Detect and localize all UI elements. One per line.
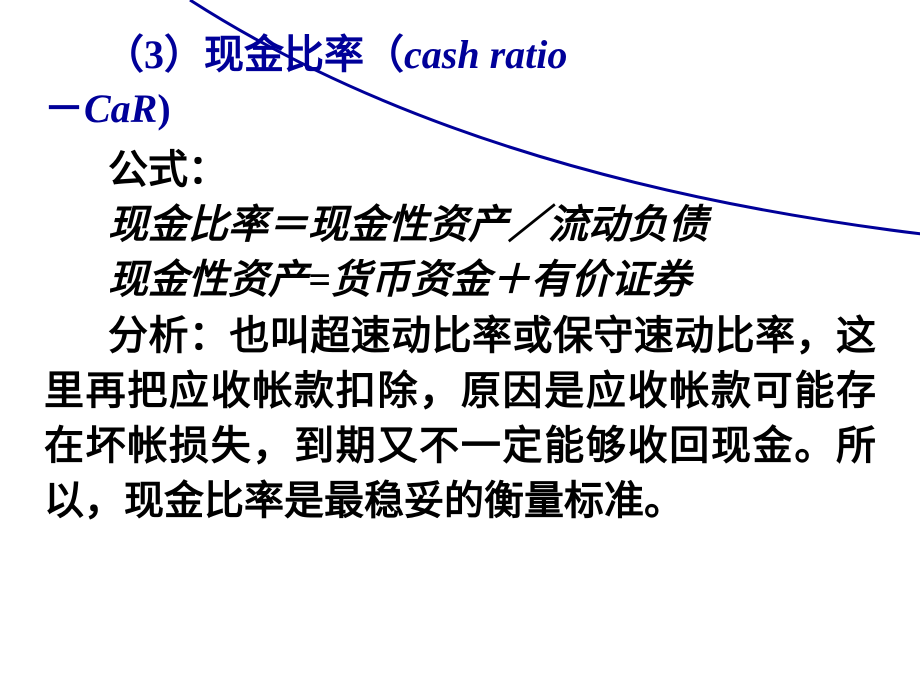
formula-1: 现金比率＝现金性资产／流动负债 bbox=[44, 197, 876, 252]
slide-content: （3）现金比率（cash ratio －CaR) 公式： 现金比率＝现金性资产／… bbox=[0, 0, 920, 528]
slide-title: （3）现金比率（cash ratio －CaR) bbox=[44, 28, 876, 136]
title-en2: CaR bbox=[84, 86, 157, 131]
body-block: 公式： 现金比率＝现金性资产／流动负债 现金性资产=货币资金＋有价证券 分析：也… bbox=[44, 142, 876, 528]
title-part2: － bbox=[44, 86, 84, 131]
formula-label: 公式： bbox=[44, 142, 876, 197]
formula-2: 现金性资产=货币资金＋有价证券 bbox=[44, 252, 876, 307]
title-part1: （3）现金比率（ bbox=[104, 32, 404, 77]
analysis-paragraph: 分析：也叫超速动比率或保守速动比率，这里再把应收帐款扣除，原因是应收帐款可能存在… bbox=[44, 308, 876, 529]
analysis-prefix: 分析： bbox=[108, 313, 229, 358]
title-en1: cash ratio bbox=[404, 32, 567, 77]
title-line-2: －CaR) bbox=[44, 82, 876, 136]
title-part3: ) bbox=[157, 86, 170, 131]
title-line-1: （3）现金比率（cash ratio bbox=[44, 28, 876, 82]
